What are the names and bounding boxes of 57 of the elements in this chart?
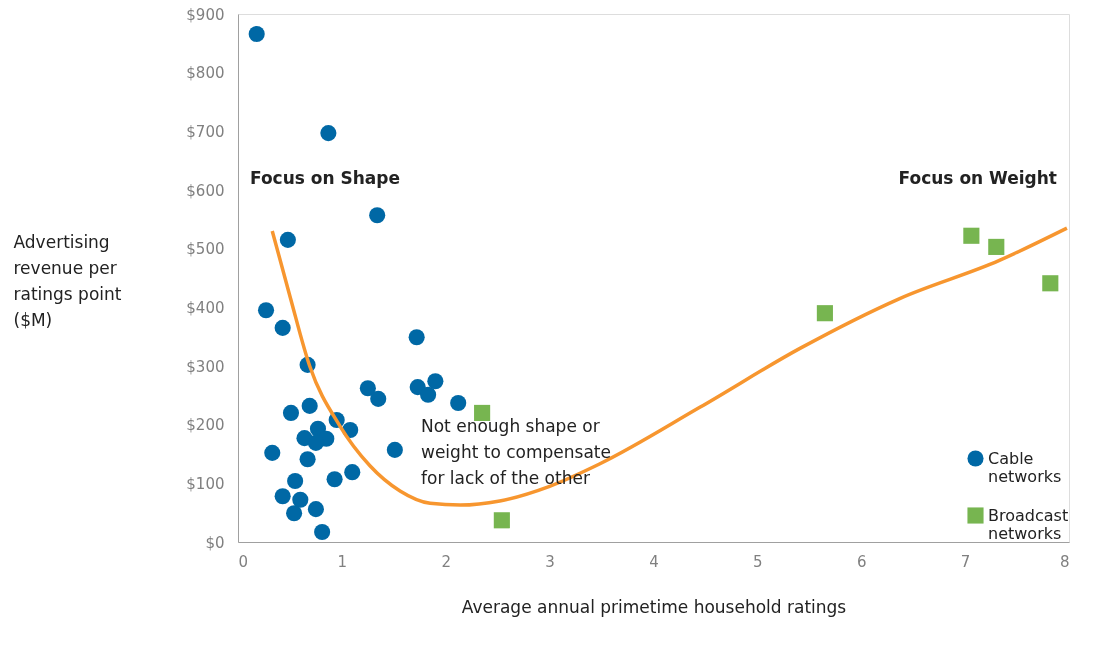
point [344, 464, 361, 481]
y-tick-label: $400 [186, 298, 225, 317]
point [326, 471, 343, 488]
y-tick-label: $200 [186, 416, 225, 435]
point [274, 319, 291, 336]
point [279, 231, 296, 248]
x-tick-label: 7 [960, 552, 971, 571]
point [1042, 275, 1059, 292]
x-tick-label: 2 [441, 552, 452, 571]
point [493, 512, 510, 529]
line-series [270, 226, 1069, 507]
point [408, 329, 425, 346]
x-tick-label: 1 [337, 552, 348, 571]
point [386, 441, 403, 458]
y-axis-title: Advertising revenue per ratings point ($M) [13, 231, 122, 330]
y-tick-label: $800 [186, 64, 225, 83]
point [282, 404, 300, 421]
point [988, 238, 1005, 255]
point [301, 397, 318, 414]
x-tick-label: 6 [856, 552, 867, 571]
point [257, 302, 275, 319]
point [274, 488, 291, 505]
point [816, 305, 833, 322]
point [286, 505, 303, 522]
point [427, 373, 444, 390]
y-tick-label: $0 [205, 533, 225, 552]
x-axis-title: Average annual primetime household ratings [461, 596, 847, 617]
y-tick-label: $600 [186, 181, 225, 200]
point [264, 444, 281, 461]
point [420, 386, 437, 403]
point [299, 451, 316, 468]
point [292, 491, 309, 508]
point [307, 501, 324, 518]
y-tick-label: $500 [186, 240, 225, 259]
y-tick-label: $900 [186, 5, 225, 24]
point [307, 434, 324, 451]
x-tick-label: 5 [753, 552, 763, 571]
point [320, 125, 337, 142]
legend-label: Broadcast networks [988, 505, 1069, 543]
point [248, 25, 265, 42]
point [314, 523, 331, 541]
point [963, 227, 980, 244]
point [370, 390, 387, 407]
annotation: Focus on Weight [898, 168, 1057, 188]
x-tick-label: 0 [238, 552, 249, 571]
point [287, 472, 304, 490]
x-tick-label: 3 [545, 552, 555, 571]
x-tick-label: 8 [1059, 552, 1070, 571]
point [369, 207, 386, 224]
legend-label: Cable networks [988, 448, 1062, 486]
y-tick-label: $300 [186, 357, 225, 376]
point [359, 380, 376, 397]
x-tick-label: 4 [649, 552, 659, 571]
y-tick-label: $700 [186, 122, 225, 141]
y-tick-label: $100 [186, 474, 225, 493]
annotation: Focus on Shape [250, 168, 401, 188]
point [450, 394, 467, 412]
